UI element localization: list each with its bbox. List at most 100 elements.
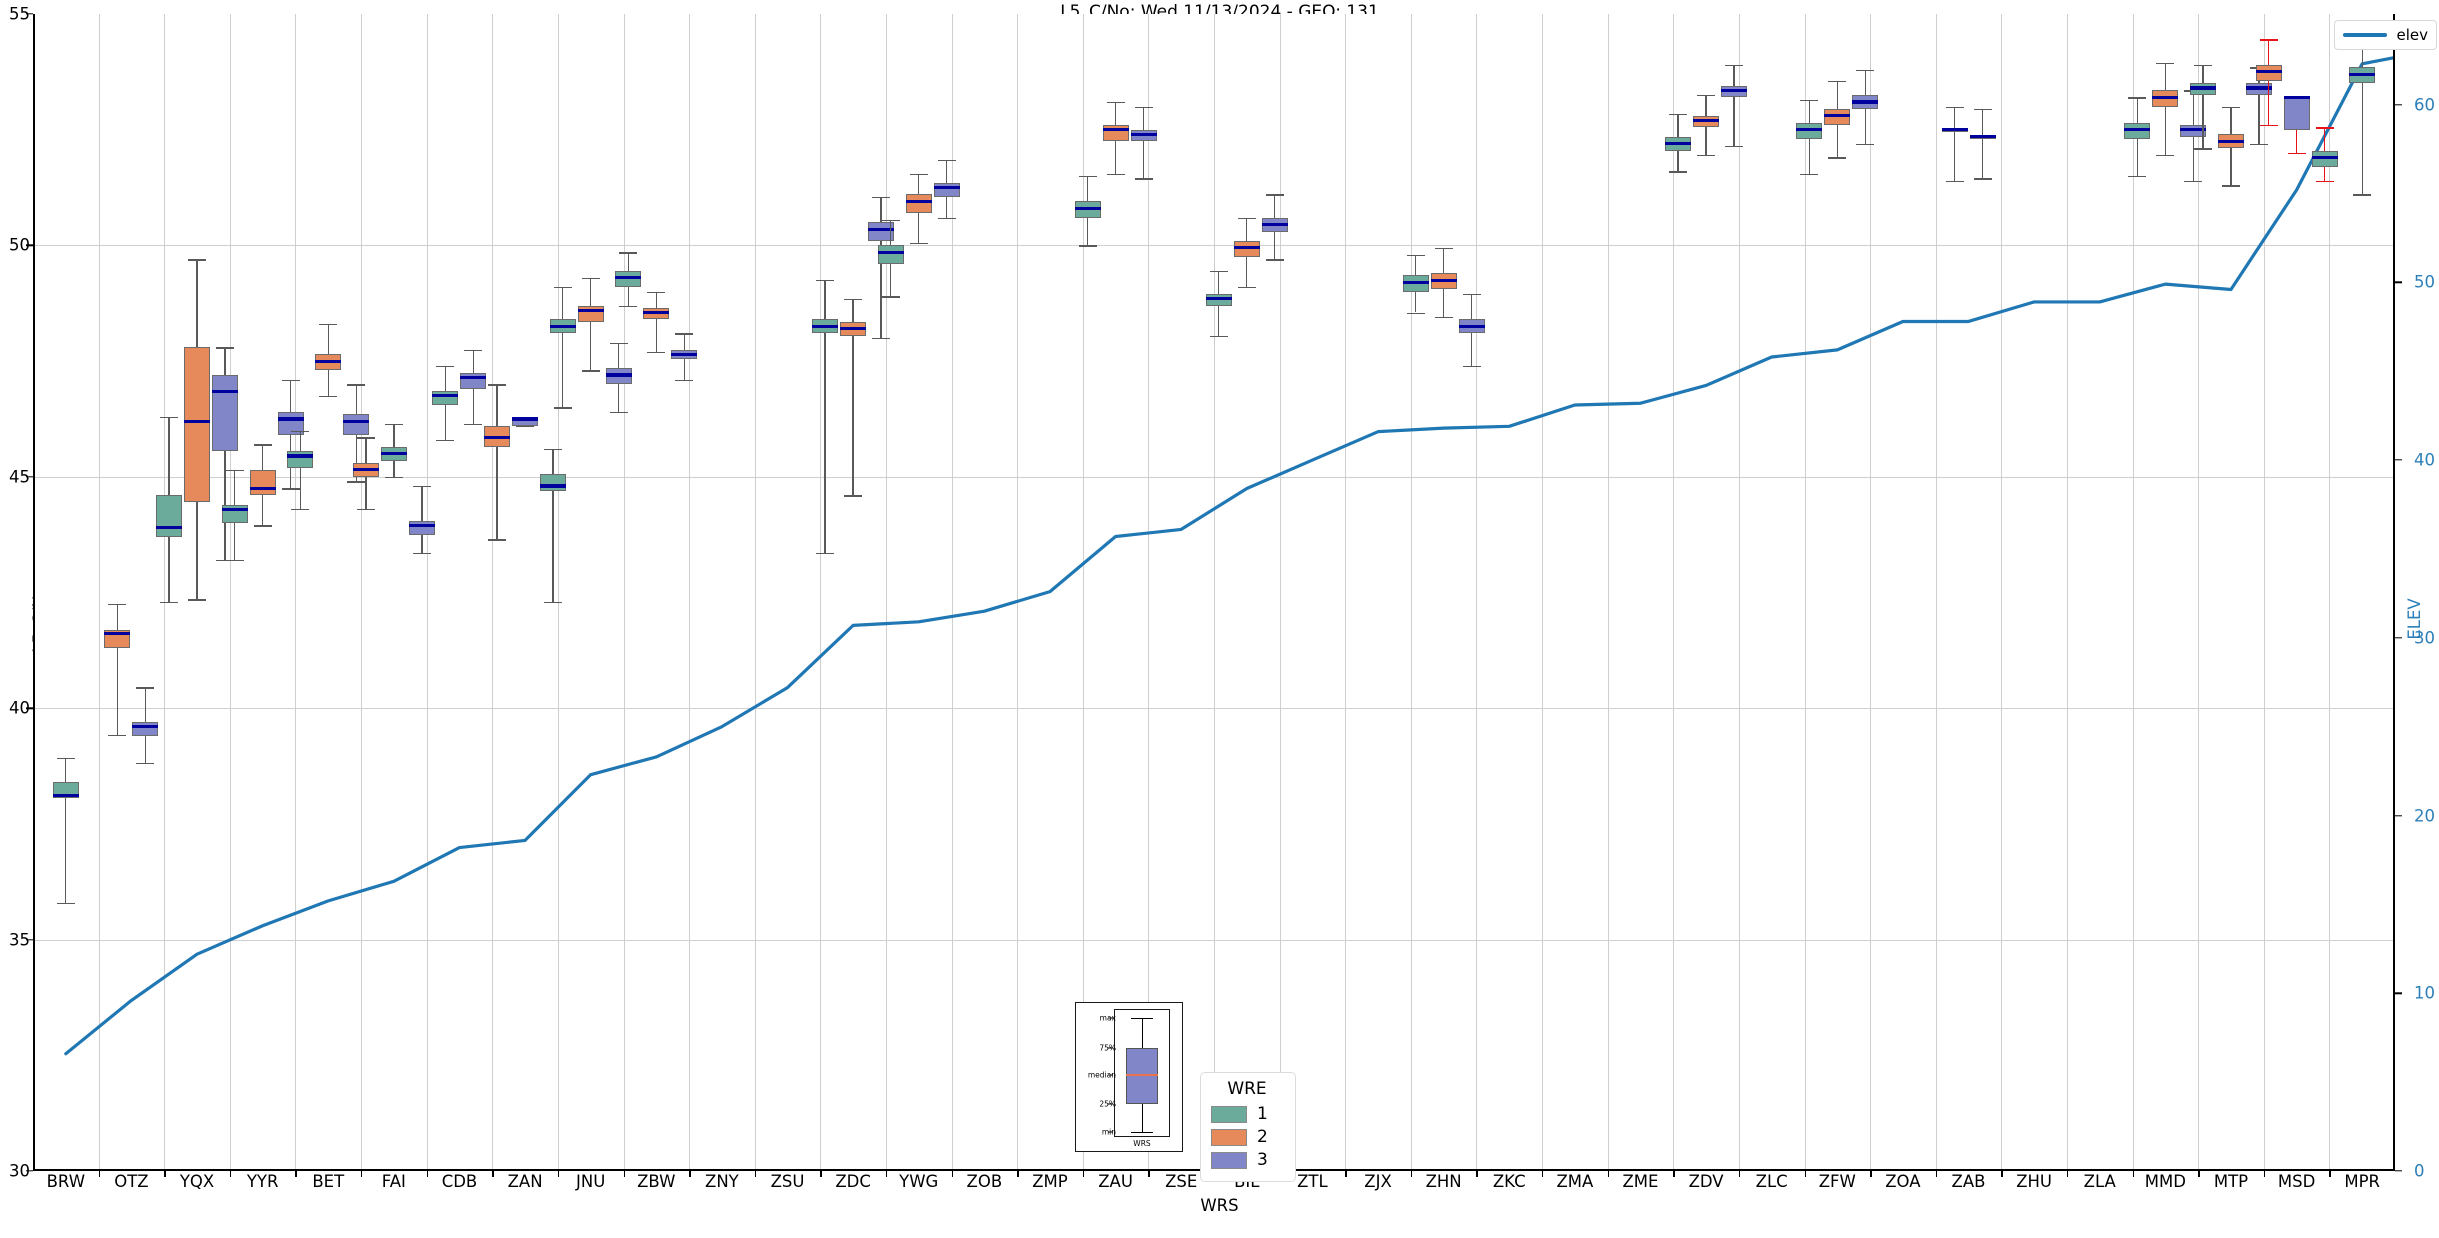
median-line: [132, 725, 159, 729]
whisker-cap-max: [108, 604, 127, 606]
x-tick-label: JNU: [576, 1172, 606, 1191]
gridline: [1673, 14, 1675, 1171]
axis-right: [2393, 14, 2395, 1171]
median-line: [221, 507, 248, 511]
median-line: [277, 417, 304, 421]
median-line: [484, 435, 511, 440]
median-line: [315, 359, 342, 363]
key-box-body: [1126, 1048, 1158, 1104]
whisker-cap-min: [160, 601, 179, 604]
x-tick-mark: [820, 1170, 822, 1177]
whisker-cap-max: [1973, 108, 1992, 111]
whisker-stem: [421, 486, 423, 554]
gridline: [361, 14, 363, 1171]
whisker-cap-min: [136, 762, 155, 765]
whisker-cap-max: [464, 349, 483, 351]
whisker-cap-max: [1462, 293, 1481, 296]
whisker-stem: [2202, 64, 2204, 149]
key-label-median: median: [1087, 1070, 1116, 1080]
legend-entry[interactable]: 1: [1211, 1104, 1283, 1124]
median-line: [184, 419, 211, 423]
median-line: [249, 486, 276, 490]
median-line: [549, 324, 576, 328]
median-line: [352, 468, 379, 472]
y-tick-label: 55: [9, 4, 30, 24]
whisker-cap-max: [516, 416, 535, 418]
whisker-cap-max: [1945, 106, 1964, 108]
gridline: [1870, 14, 1872, 1171]
gridline: [1738, 14, 1740, 1171]
whisker-cap-min: [1856, 143, 1875, 145]
whisker-cap-max: [544, 449, 563, 451]
whisker-cap-min: [356, 509, 375, 511]
whisker-stem: [824, 280, 826, 554]
median-line: [2245, 86, 2272, 90]
whisker-cap-min: [108, 735, 127, 737]
y-tick-label-right: 10: [2414, 983, 2435, 1003]
whisker-cap-min: [253, 525, 272, 527]
whisker-cap-max: [225, 469, 244, 472]
whisker-cap-min: [56, 902, 75, 904]
whisker-stem: [1733, 64, 1735, 146]
gridline: [2263, 14, 2265, 1171]
legend-entry[interactable]: 2: [1211, 1127, 1283, 1147]
legend-entry[interactable]: 3: [1211, 1150, 1283, 1170]
box-body: [905, 194, 932, 213]
x-tick-label: BRW: [46, 1172, 86, 1191]
median-line: [1130, 132, 1157, 136]
x-tick-mark: [295, 1170, 297, 1177]
median-line: [877, 250, 904, 254]
legend-label: 2: [1257, 1127, 1268, 1147]
whisker-cap-max: [881, 219, 900, 222]
whisker-cap-max: [56, 758, 75, 760]
whisker-cap-max: [581, 277, 600, 280]
x-tick-label: CDB: [441, 1172, 478, 1191]
key-inset-xlabel: WRS: [1133, 1139, 1151, 1148]
whisker-cap-max: [1800, 99, 1819, 101]
whisker-cap-max: [188, 259, 207, 261]
whisker-cap-min: [2249, 143, 2268, 145]
box-body: [877, 245, 904, 264]
y-tick-label-right: 60: [2414, 95, 2435, 115]
whisker-stem: [2258, 67, 2260, 144]
whisker-cap-min: [844, 495, 863, 497]
key-tick: [1108, 1103, 1113, 1105]
gridline: [1279, 14, 1281, 1171]
key-median-line: [1126, 1074, 1158, 1076]
gridline: [1935, 14, 1937, 1171]
x-tick-mark: [492, 1170, 494, 1177]
median-line: [1402, 280, 1429, 284]
median-line: [2283, 95, 2310, 99]
legend-elev[interactable]: elev: [2334, 20, 2437, 50]
whisker-cap-max: [1725, 64, 1744, 67]
x-tick-label: ZNY: [705, 1172, 739, 1191]
median-line: [1796, 128, 1823, 132]
y-tick-mark-right: [2395, 1170, 2402, 1172]
whisker-cap-max: [1209, 270, 1228, 273]
x-tick-mark: [2263, 1170, 2266, 1177]
legend-swatch: [1211, 1128, 1247, 1146]
whisker-cap-max: [2128, 97, 2147, 99]
x-tick-label: ZKC: [1492, 1172, 1526, 1191]
median-line: [2152, 95, 2179, 99]
whisker-cap-min: [1237, 287, 1256, 289]
whisker-cap-min: [581, 370, 600, 372]
gridline: [820, 14, 822, 1171]
whisker-cap-min: [2221, 185, 2240, 187]
key-whisker-cap-max: [1131, 1018, 1153, 1019]
gridline: [1017, 14, 1019, 1171]
whisker-cap-min: [1697, 155, 1716, 157]
whisker-cap-min: [1209, 335, 1228, 337]
whisker-cap-max: [553, 287, 572, 289]
median-line: [2311, 155, 2338, 160]
legend-wre[interactable]: WRE 1 2 3: [1200, 1072, 1296, 1182]
whisker-cap-max: [1828, 81, 1847, 83]
whisker-cap-max: [488, 384, 507, 386]
x-tick-label: ZFW: [1818, 1172, 1856, 1191]
whisker-cap-max: [2315, 127, 2334, 129]
y-tick-mark: [26, 13, 33, 15]
median-line: [540, 484, 567, 488]
x-tick-label: ZSU: [770, 1172, 805, 1191]
elev-line-swatch: [2343, 33, 2388, 37]
gridline: [2132, 14, 2134, 1171]
